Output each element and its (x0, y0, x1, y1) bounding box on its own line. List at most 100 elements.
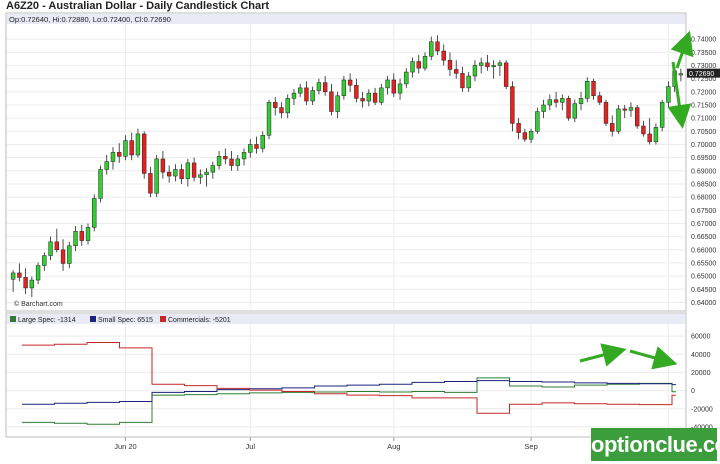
cot-tick-label: -40000 (691, 424, 713, 431)
candle-body (123, 140, 128, 157)
price-tick-label: 0.68500 (691, 181, 716, 188)
candle-body (248, 144, 253, 153)
candle-body (185, 162, 191, 179)
candle-body (360, 98, 365, 102)
cot-tick-label: 0 (691, 388, 695, 395)
candle-body (628, 107, 634, 111)
candle-body (67, 245, 72, 264)
price-tick-label: 0.74000 (691, 37, 716, 44)
price-tick-label: 0.71000 (691, 116, 716, 123)
price-tick-label: 0.70500 (691, 129, 716, 136)
price-axis: 0.74000 0.73500 0.73000 0.72500 0.72000 0.715… (691, 37, 716, 307)
candle-body (516, 123, 521, 133)
legend-swatch (90, 316, 96, 322)
candle-body (135, 133, 141, 156)
price-tick-label: 0.66000 (691, 247, 716, 254)
candle-body (603, 102, 609, 124)
candle-body (410, 61, 415, 73)
candle-body (391, 79, 396, 94)
candle-body (17, 272, 22, 278)
price-tick-label: 0.64000 (691, 300, 716, 307)
price-tick-label: 0.72000 (691, 89, 716, 96)
candle-body (341, 79, 347, 97)
candle-body (129, 140, 134, 156)
x-tick-label: Jul (245, 442, 255, 451)
candle-body (435, 41, 440, 52)
candle-body (635, 107, 640, 127)
price-tick-label: 0.69000 (691, 168, 716, 175)
price-tick-label: 0.73000 (691, 63, 716, 70)
candle-body (622, 108, 627, 111)
cot-legend-bar (7, 314, 685, 324)
candle-body (560, 98, 565, 103)
candle-body (610, 123, 615, 132)
cot-legend: Large Spec: -1314 Small Spec: 6515 Commerc… (10, 316, 231, 324)
candle-body (179, 169, 184, 179)
cot-grid (7, 324, 685, 437)
candle-body (522, 132, 528, 140)
candle-body (541, 104, 546, 112)
candle-body (98, 169, 103, 199)
candle-body (647, 133, 652, 143)
price-tick-label: 0.70000 (691, 142, 716, 149)
legend-swatch (160, 316, 166, 322)
candle-body (110, 152, 116, 162)
price-tick-label: 0.71500 (691, 102, 716, 109)
candle-body (29, 279, 35, 289)
candle-body (566, 98, 571, 119)
cot-tick-label: 20000 (691, 370, 711, 377)
candle-body (597, 95, 602, 103)
candle-body (335, 95, 340, 112)
price-grid (7, 24, 685, 310)
candle-body (547, 99, 553, 106)
candle-body (241, 152, 247, 160)
legend-label: Small Spec: 6515 (98, 317, 153, 324)
candle-body (23, 277, 28, 289)
candle-body (160, 158, 166, 173)
candle-body (154, 158, 159, 194)
cot-tick-label: 40000 (691, 352, 711, 359)
candle-body (397, 83, 403, 94)
candle-body (104, 161, 109, 170)
candle-body (503, 62, 509, 87)
candle-body (166, 171, 172, 177)
price-tick-label: 0.69500 (691, 155, 716, 162)
cot-axis: 60000 40000 20000 0 -20000 -40000 (691, 334, 713, 432)
candle-body (117, 152, 122, 157)
candlesticks (10, 35, 684, 298)
price-tick-label: 0.67500 (691, 208, 716, 215)
candle-body (641, 125, 646, 135)
candle-body (460, 73, 465, 89)
candle-body (422, 56, 428, 69)
candle-body (35, 265, 41, 281)
candle-body (73, 231, 78, 247)
candle-body (466, 75, 471, 89)
candle-body (366, 92, 372, 102)
candle-body (204, 171, 209, 175)
candle-body (372, 92, 378, 103)
cot-series-line (22, 341, 676, 414)
candle-body (92, 198, 97, 228)
candle-body (616, 108, 621, 132)
cot-tick-label: -20000 (691, 406, 713, 413)
copyright-label: © Barchart.com (14, 300, 63, 308)
x-tick-label: Jun 20 (114, 442, 137, 451)
x-tick-label: Sep (524, 442, 537, 451)
cot-series-line (22, 380, 676, 405)
candle-body (229, 158, 234, 166)
price-tick-label: 0.72500 (691, 76, 716, 83)
price-tick-label: 0.68000 (691, 195, 716, 202)
candle-body (216, 156, 222, 166)
last-price-tag: 0.72690 (687, 68, 720, 78)
candle-body (578, 98, 584, 104)
cot-panel (5, 312, 687, 438)
legend-label: Large Spec: -1314 (18, 317, 76, 324)
candle-body (678, 73, 684, 76)
candle-body (322, 82, 328, 93)
candle-body (266, 102, 272, 136)
candle-body (447, 59, 453, 70)
candle-body (379, 87, 384, 103)
candle-body (385, 79, 390, 89)
candle-body (173, 169, 178, 177)
